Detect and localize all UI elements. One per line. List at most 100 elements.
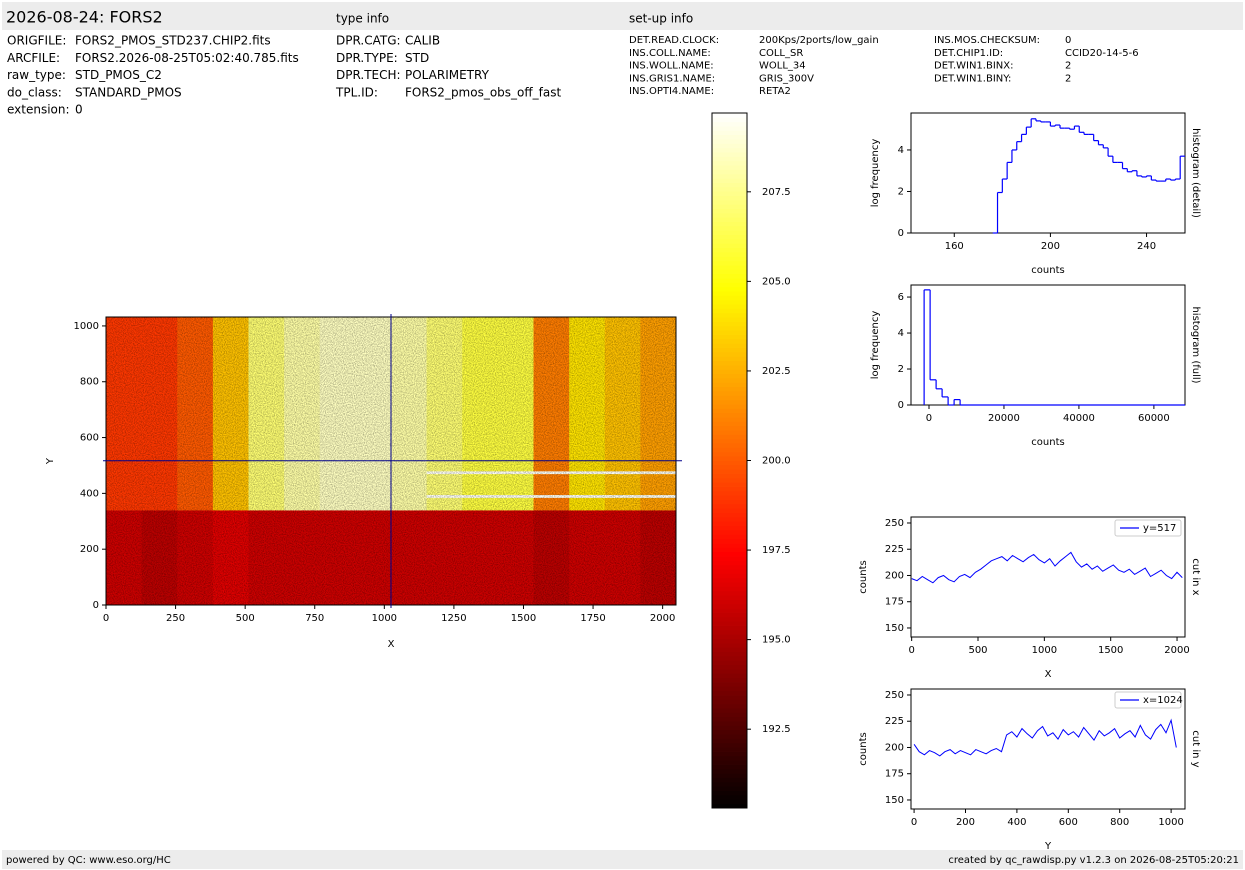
colorbar-swatch (712, 360, 747, 366)
y-tick-label: 175 (885, 769, 904, 780)
info-key: do_class: (7, 85, 62, 99)
colorbar-swatch (712, 338, 747, 344)
x-tick-label: 0 (926, 413, 932, 424)
colorbar-swatch (712, 295, 747, 301)
colorbar-swatch (712, 677, 747, 683)
colorbar-swatch (712, 343, 747, 348)
colorbar-swatch (712, 560, 747, 566)
colorbar-swatch (712, 651, 747, 657)
colorbar-swatch (712, 495, 747, 500)
colorbar-swatch (712, 256, 747, 262)
colorbar-swatch (712, 143, 747, 149)
colorbar-swatch (712, 569, 747, 574)
colorbar-swatch (712, 443, 747, 448)
y-tick-label: 1000 (74, 321, 99, 332)
setup-value: 200Kps/2ports/low_gain (759, 35, 879, 46)
footer-right: created by qc_rawdisp.py v1.2.3 on 2026-… (948, 855, 1239, 866)
colorbar-swatch (712, 556, 747, 561)
colorbar-swatch (712, 195, 747, 201)
axes-frame (910, 112, 1186, 234)
colorbar-swatch (712, 673, 747, 679)
colorbar-swatch (712, 134, 747, 140)
colorbar-swatch (712, 304, 747, 309)
colorbar-swatch (712, 243, 747, 249)
colorbar-swatch (712, 386, 747, 392)
colorbar-swatch (712, 512, 747, 518)
overlay-layer: ORIGFILE: FORS2_PMOS_STD237.CHIP2.fits ARC… (7, 34, 1201, 853)
colorbar-swatch (712, 669, 747, 674)
colorbar-swatch (712, 221, 747, 227)
colorbar-swatch (712, 590, 747, 596)
colorbar-swatch (712, 356, 747, 361)
panel-title: cut in y (1190, 730, 1201, 767)
y-axis-label: counts (858, 560, 869, 593)
y-tick-label: 4 (898, 328, 904, 339)
x-axis-label: counts (1031, 437, 1064, 448)
colorbar-swatch (712, 790, 747, 796)
colorbar-swatch (712, 760, 747, 765)
colorbar-swatch (712, 265, 747, 270)
colorbar-swatch (712, 799, 747, 805)
y-tick-label: 200 (885, 570, 904, 581)
colorbar-swatch (712, 508, 747, 514)
x-tick-label: 200 (956, 817, 975, 828)
y-tick-label: 0 (93, 600, 99, 611)
y-axis-label: log frequency (870, 139, 881, 208)
y-tick-label: 800 (80, 377, 99, 388)
info-key: DPR.TECH: (336, 68, 401, 82)
colorbar-swatch (712, 351, 747, 357)
colorbar-swatch (712, 686, 747, 692)
setup-value: WOLL_34 (759, 61, 806, 72)
y-tick-label: 225 (885, 544, 904, 555)
axes-frame (910, 516, 1186, 638)
y-tick-label: 0 (898, 228, 904, 239)
colorbar-swatch (712, 621, 747, 626)
colorbar-swatch (712, 299, 747, 305)
colorbar-swatch (712, 373, 747, 379)
colorbar-swatch (712, 447, 747, 453)
info-value: CALIB (405, 34, 440, 48)
colorbar-swatch (712, 764, 747, 770)
colorbar-swatch (712, 456, 747, 461)
colorbar-swatch (712, 629, 747, 635)
y-tick-label: 4 (898, 145, 904, 156)
info-value: STD_PMOS_C2 (75, 68, 162, 82)
colorbar-swatch (712, 747, 747, 752)
setup-key: DET.CHIP1.ID: (934, 48, 1003, 59)
colorbar-swatch (712, 199, 747, 205)
colorbar-tick-label: 202.5 (762, 366, 791, 377)
footer-left: powered by QC: www.eso.org/HC (6, 855, 171, 866)
y-tick-label: 6 (898, 292, 904, 303)
x-tick-label: 160 (945, 241, 964, 252)
setup-key: INS.COLL.NAME: (629, 48, 711, 59)
colorbar-swatch (712, 208, 747, 214)
colorbar-swatch (712, 538, 747, 544)
axes-frame (910, 688, 1186, 810)
y-tick-label: 2 (898, 186, 904, 197)
setup-value: COLL_SR (759, 48, 803, 59)
setup-key: INS.WOLL.NAME: (629, 61, 714, 72)
setup-value: 2 (1065, 61, 1071, 72)
x-tick-label: 1500 (1098, 645, 1123, 656)
x-tick-label: 600 (1059, 817, 1078, 828)
colorbar-swatch (712, 204, 747, 209)
colorbar-tick-label: 207.5 (762, 187, 791, 198)
colorbar-swatch (712, 547, 747, 553)
info-value: FORS2_pmos_obs_off_fast (405, 85, 561, 99)
colorbar-swatch (712, 438, 747, 444)
setup-value: RETA2 (759, 86, 791, 97)
legend-box (1114, 691, 1182, 709)
colorbar-swatch (712, 160, 747, 166)
colorbar-swatch (712, 291, 747, 296)
colorbar-swatch (712, 612, 747, 618)
x-tick-label: 200 (1041, 241, 1060, 252)
colorbar-swatch (712, 451, 747, 457)
info-key: ARCFILE: (7, 51, 60, 65)
colorbar-swatch (712, 742, 747, 748)
colorbar-swatch (712, 525, 747, 531)
colorbar-swatch (712, 534, 747, 540)
colorbar-swatch (712, 634, 747, 639)
x-tick-label: 20000 (988, 413, 1020, 424)
colorbar-swatch (712, 794, 747, 800)
